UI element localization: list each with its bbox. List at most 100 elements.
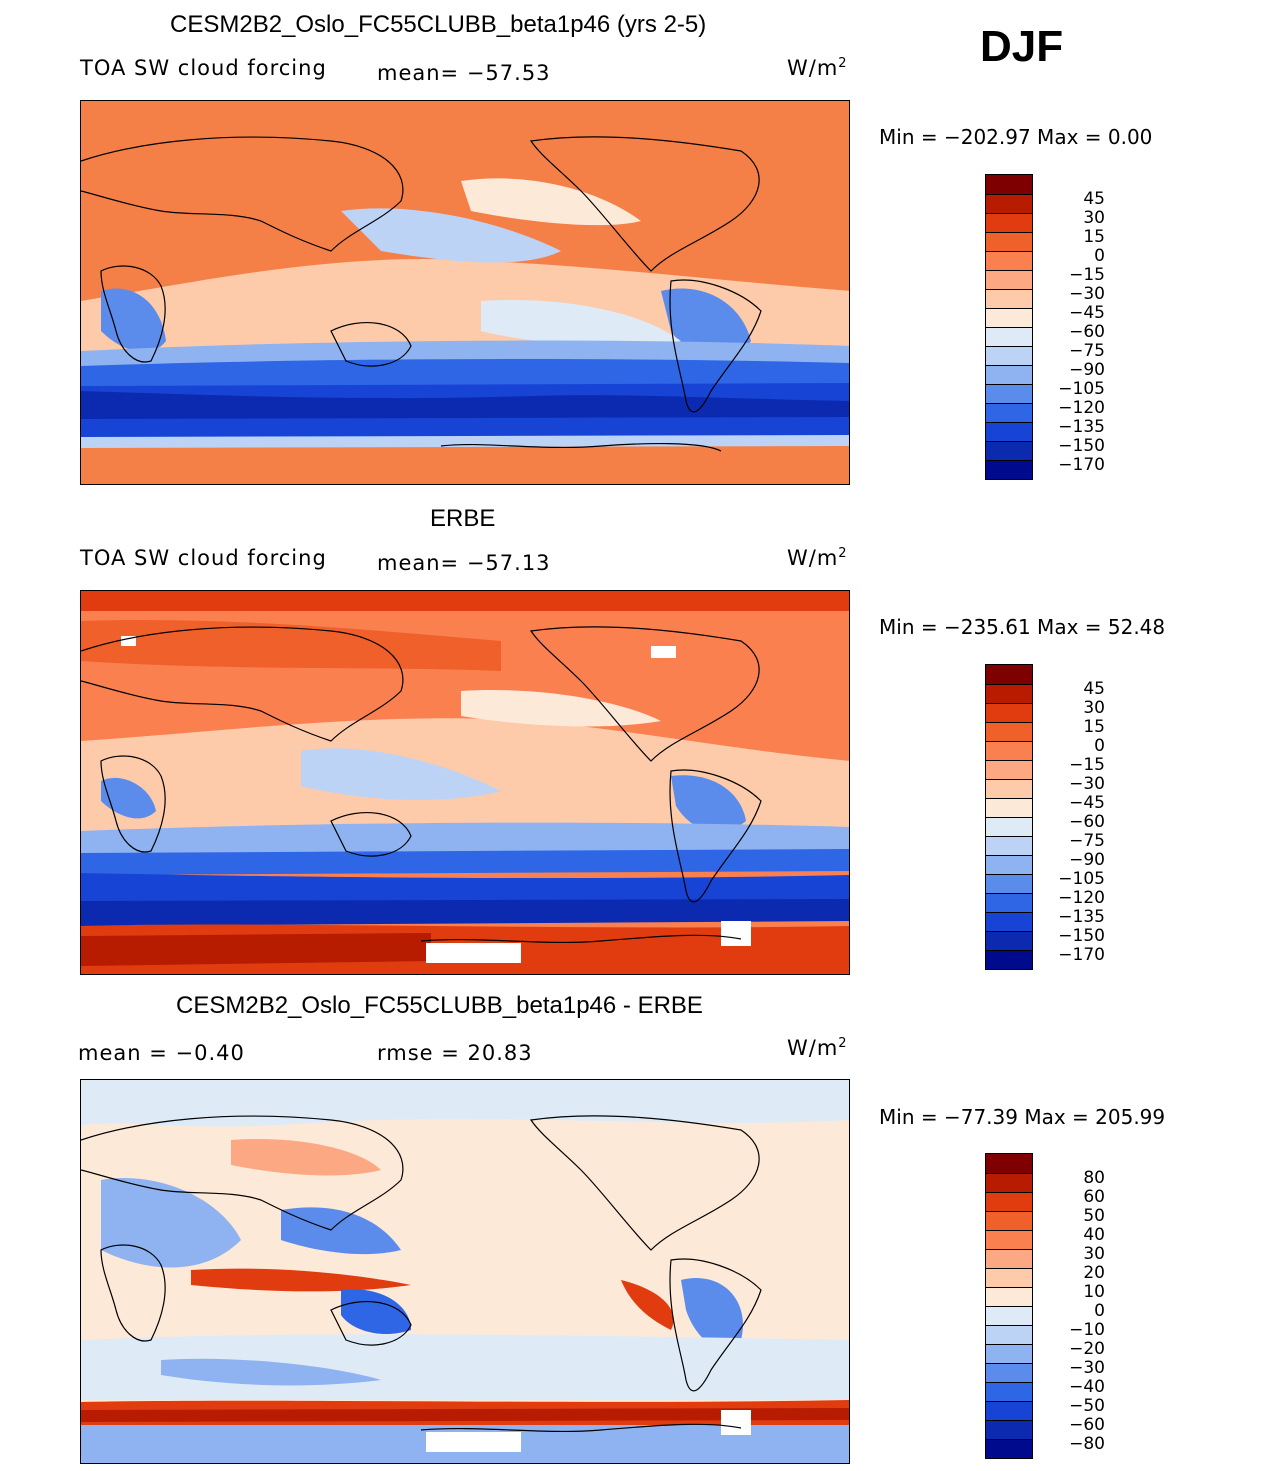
colorbar-segment: [986, 1306, 1032, 1325]
colorbar-level-label: −30: [1069, 1358, 1105, 1378]
field-band: [81, 822, 849, 856]
colorbar-level-label: −170: [1058, 945, 1105, 965]
coast-north-america: [529, 626, 760, 762]
panel-3-unit-label: W/m2: [787, 1036, 848, 1060]
field-region: [101, 777, 156, 819]
panel-2-map: [80, 590, 850, 975]
colorbar-segment: [986, 1211, 1032, 1230]
panel-3-rmse-label: rmse = 20.83: [377, 1041, 533, 1065]
colorbar-segment: [986, 327, 1032, 346]
panel-1-title: CESM2B2_Oslo_FC55CLUBB_beta1p46 (yrs 2-5…: [170, 11, 707, 38]
coast-antarctica: [440, 442, 722, 452]
colorbar-level-label: −40: [1069, 1377, 1105, 1397]
colorbar-segment: [986, 779, 1032, 798]
colorbar-segment: [986, 798, 1032, 817]
colorbar-level-label: −75: [1069, 831, 1105, 851]
colorbar-level-label: 45: [1083, 679, 1105, 699]
panel-1-unit-label: W/m2: [787, 56, 848, 80]
missing-data: [721, 921, 751, 946]
field-region: [341, 208, 561, 263]
missing-data: [426, 1432, 521, 1452]
colorbar-segment: [986, 289, 1032, 308]
field-region: [81, 1080, 849, 1127]
colorbar-level-label: −170: [1058, 455, 1105, 475]
field-band: [81, 933, 431, 966]
field-region: [281, 1207, 401, 1255]
colorbar-level-label: 0: [1094, 246, 1105, 266]
colorbar-level-label: 20: [1083, 1263, 1105, 1283]
colorbar-level-label: −60: [1069, 812, 1105, 832]
colorbar-segment: [986, 270, 1032, 289]
field-band: [81, 359, 849, 389]
colorbar-segment: [986, 836, 1032, 855]
colorbar-segment: [986, 950, 1032, 969]
field-region: [461, 690, 661, 727]
missing-data: [651, 646, 676, 658]
field-region: [101, 1178, 241, 1268]
colorbar-segment: [986, 855, 1032, 874]
field-region: [481, 300, 681, 346]
colorbar-level-label: 40: [1083, 1225, 1105, 1245]
field-region: [681, 1278, 743, 1349]
panel-3-title: CESM2B2_Oslo_FC55CLUBB_beta1p46 - ERBE: [176, 992, 703, 1019]
colorbar-segment: [986, 665, 1032, 684]
panel-2-colorbar: [985, 664, 1033, 970]
colorbar-level-label: −135: [1058, 907, 1105, 927]
colorbar-level-label: 30: [1083, 208, 1105, 228]
field-region: [231, 1139, 381, 1176]
colorbar-level-label: −60: [1069, 1415, 1105, 1435]
coast-eurasia: [81, 136, 404, 252]
colorbar-level-label: −90: [1069, 360, 1105, 380]
colorbar-level-label: −150: [1058, 926, 1105, 946]
coast-eurasia: [81, 626, 404, 742]
panel-2-title: ERBE: [430, 505, 496, 532]
field-band: [81, 899, 849, 926]
coast-antarctica: [420, 934, 742, 944]
field-region: [661, 288, 751, 360]
coastlines: [81, 1115, 762, 1433]
colorbar-level-label: 60: [1083, 1187, 1105, 1207]
colorbar-segment: [986, 703, 1032, 722]
coast-eurasia: [81, 1115, 404, 1231]
colorbar-level-label: −105: [1058, 869, 1105, 889]
field-region: [81, 620, 501, 671]
season-label: DJF: [980, 22, 1064, 71]
field-band: [81, 391, 849, 421]
colorbar-level-label: −120: [1058, 398, 1105, 418]
colorbar-segment: [986, 912, 1032, 931]
colorbar-level-label: 15: [1083, 717, 1105, 737]
colorbar-level-label: 15: [1083, 227, 1105, 247]
panel-3-mean-label: mean = −0.40: [78, 1041, 245, 1065]
colorbar-segment: [986, 1363, 1032, 1382]
colorbar-level-label: 30: [1083, 1244, 1105, 1264]
coastlines: [81, 626, 762, 944]
field-band: [81, 417, 849, 439]
field-region: [671, 775, 746, 832]
coast-australia: [330, 1300, 412, 1346]
colorbar-segment: [986, 1154, 1032, 1173]
colorbar-level-label: −45: [1069, 793, 1105, 813]
colorbar-level-label: 0: [1094, 736, 1105, 756]
panel-3-min-max: Min = −77.39 Max = 205.99: [879, 1105, 1166, 1129]
field-region: [341, 1289, 411, 1335]
colorbar-segment: [986, 213, 1032, 232]
coast-africa: [100, 1244, 166, 1342]
colorbar-segment: [986, 194, 1032, 213]
panel-2-mean-label: mean= −57.13: [377, 551, 551, 575]
field-region: [301, 748, 501, 801]
panel-2-variable-label: TOA SW cloud forcing: [80, 546, 327, 570]
colorbar-level-label: −135: [1058, 417, 1105, 437]
colorbar-segment: [986, 893, 1032, 912]
colorbar-segment: [986, 874, 1032, 893]
colorbar-segment: [986, 1287, 1032, 1306]
colorbar-segment: [986, 1268, 1032, 1287]
colorbar-segment: [986, 722, 1032, 741]
colorbar-segment: [986, 403, 1032, 422]
panel-2-unit-label: W/m2: [787, 546, 848, 570]
colorbar-level-label: −75: [1069, 341, 1105, 361]
colorbar-segment: [986, 760, 1032, 779]
colorbar-level-label: −20: [1069, 1339, 1105, 1359]
colorbar-level-label: −30: [1069, 284, 1105, 304]
missing-data: [121, 636, 136, 646]
panel-1-colorbar: [985, 174, 1033, 480]
